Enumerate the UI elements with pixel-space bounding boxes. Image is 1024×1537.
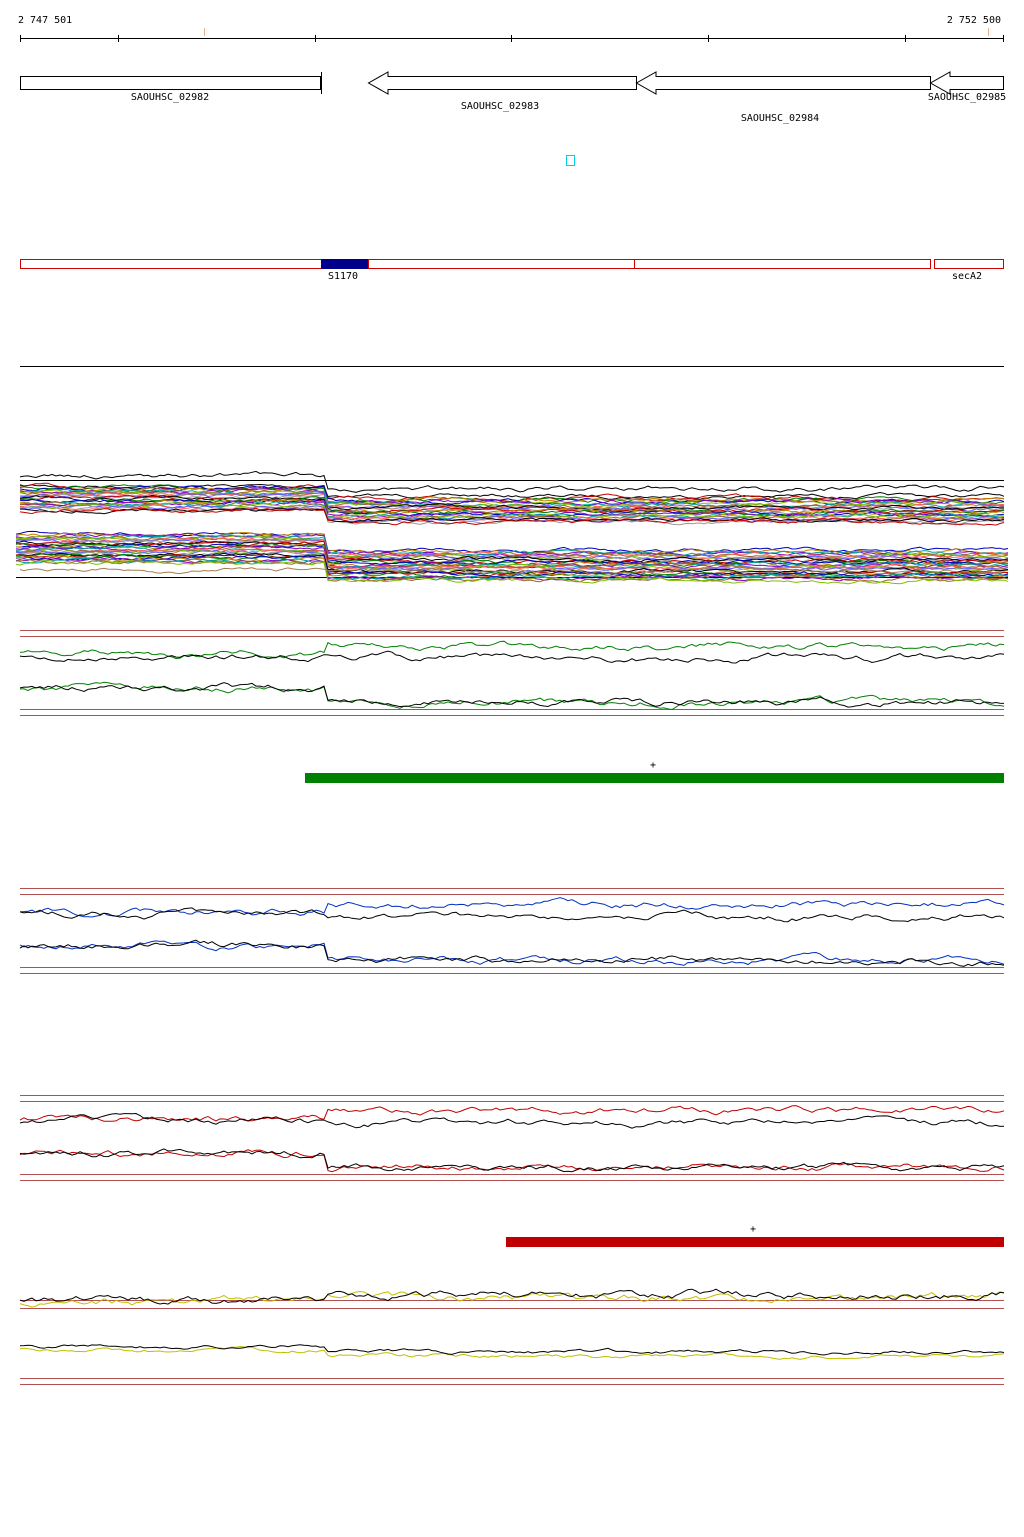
- feature-label: S1170: [328, 271, 358, 282]
- trace: [19, 940, 1005, 966]
- trace: [19, 1105, 1005, 1122]
- ruler: [20, 35, 1004, 42]
- segment: [305, 773, 1004, 783]
- trace: [15, 536, 1009, 560]
- trace: [19, 499, 1005, 516]
- trace: [19, 1148, 1005, 1173]
- genes: [20, 71, 1004, 95]
- gene-label: SAOUHSC_02985: [928, 92, 1006, 103]
- trace: [19, 489, 1005, 508]
- trace: [15, 543, 1009, 566]
- trace: [19, 1288, 1005, 1305]
- trace: [15, 542, 1009, 567]
- trace: [15, 530, 1009, 554]
- trace: [19, 487, 1005, 505]
- trace: [19, 682, 1005, 708]
- marker: [566, 155, 575, 166]
- segment-label: +: [750, 1224, 756, 1235]
- trace: [15, 545, 1009, 571]
- trace: [19, 897, 1005, 918]
- trace: [19, 504, 1005, 523]
- trace: [19, 487, 1005, 507]
- trace: [15, 547, 1009, 571]
- trace: [19, 907, 1005, 923]
- ruler-end: 2 752 500: [947, 15, 1001, 26]
- trace: [19, 498, 1005, 518]
- trace: [15, 559, 1009, 585]
- trace: [19, 1112, 1005, 1129]
- trace: [15, 534, 1009, 557]
- trace: [19, 650, 1005, 664]
- trace: [20, 508, 1005, 524]
- trace: [15, 558, 1009, 583]
- trace: [19, 1290, 1005, 1308]
- trace: [19, 503, 1005, 522]
- gene-label: SAOUHSC_02983: [461, 101, 539, 112]
- feature-highlight: [321, 259, 368, 269]
- trace: [19, 939, 1005, 967]
- trace: [19, 470, 1005, 493]
- trace: [20, 502, 1005, 520]
- ruler-start: 2 747 501: [18, 15, 72, 26]
- trace: [19, 507, 1005, 526]
- trace: [19, 1345, 1005, 1360]
- feature-label: secA2: [952, 271, 982, 282]
- gene-label: SAOUHSC_02984: [741, 113, 819, 124]
- traces: [15, 470, 1009, 1385]
- trace: [19, 681, 1005, 711]
- trace: [15, 557, 1009, 581]
- trace: [19, 1344, 1005, 1356]
- gene-label: SAOUHSC_02982: [131, 92, 209, 103]
- segment: [506, 1237, 1004, 1247]
- trace: [19, 494, 1005, 512]
- segment-label: +: [650, 760, 656, 771]
- trace: [19, 1149, 1005, 1173]
- features: [20, 259, 1004, 269]
- trace: [19, 565, 1005, 575]
